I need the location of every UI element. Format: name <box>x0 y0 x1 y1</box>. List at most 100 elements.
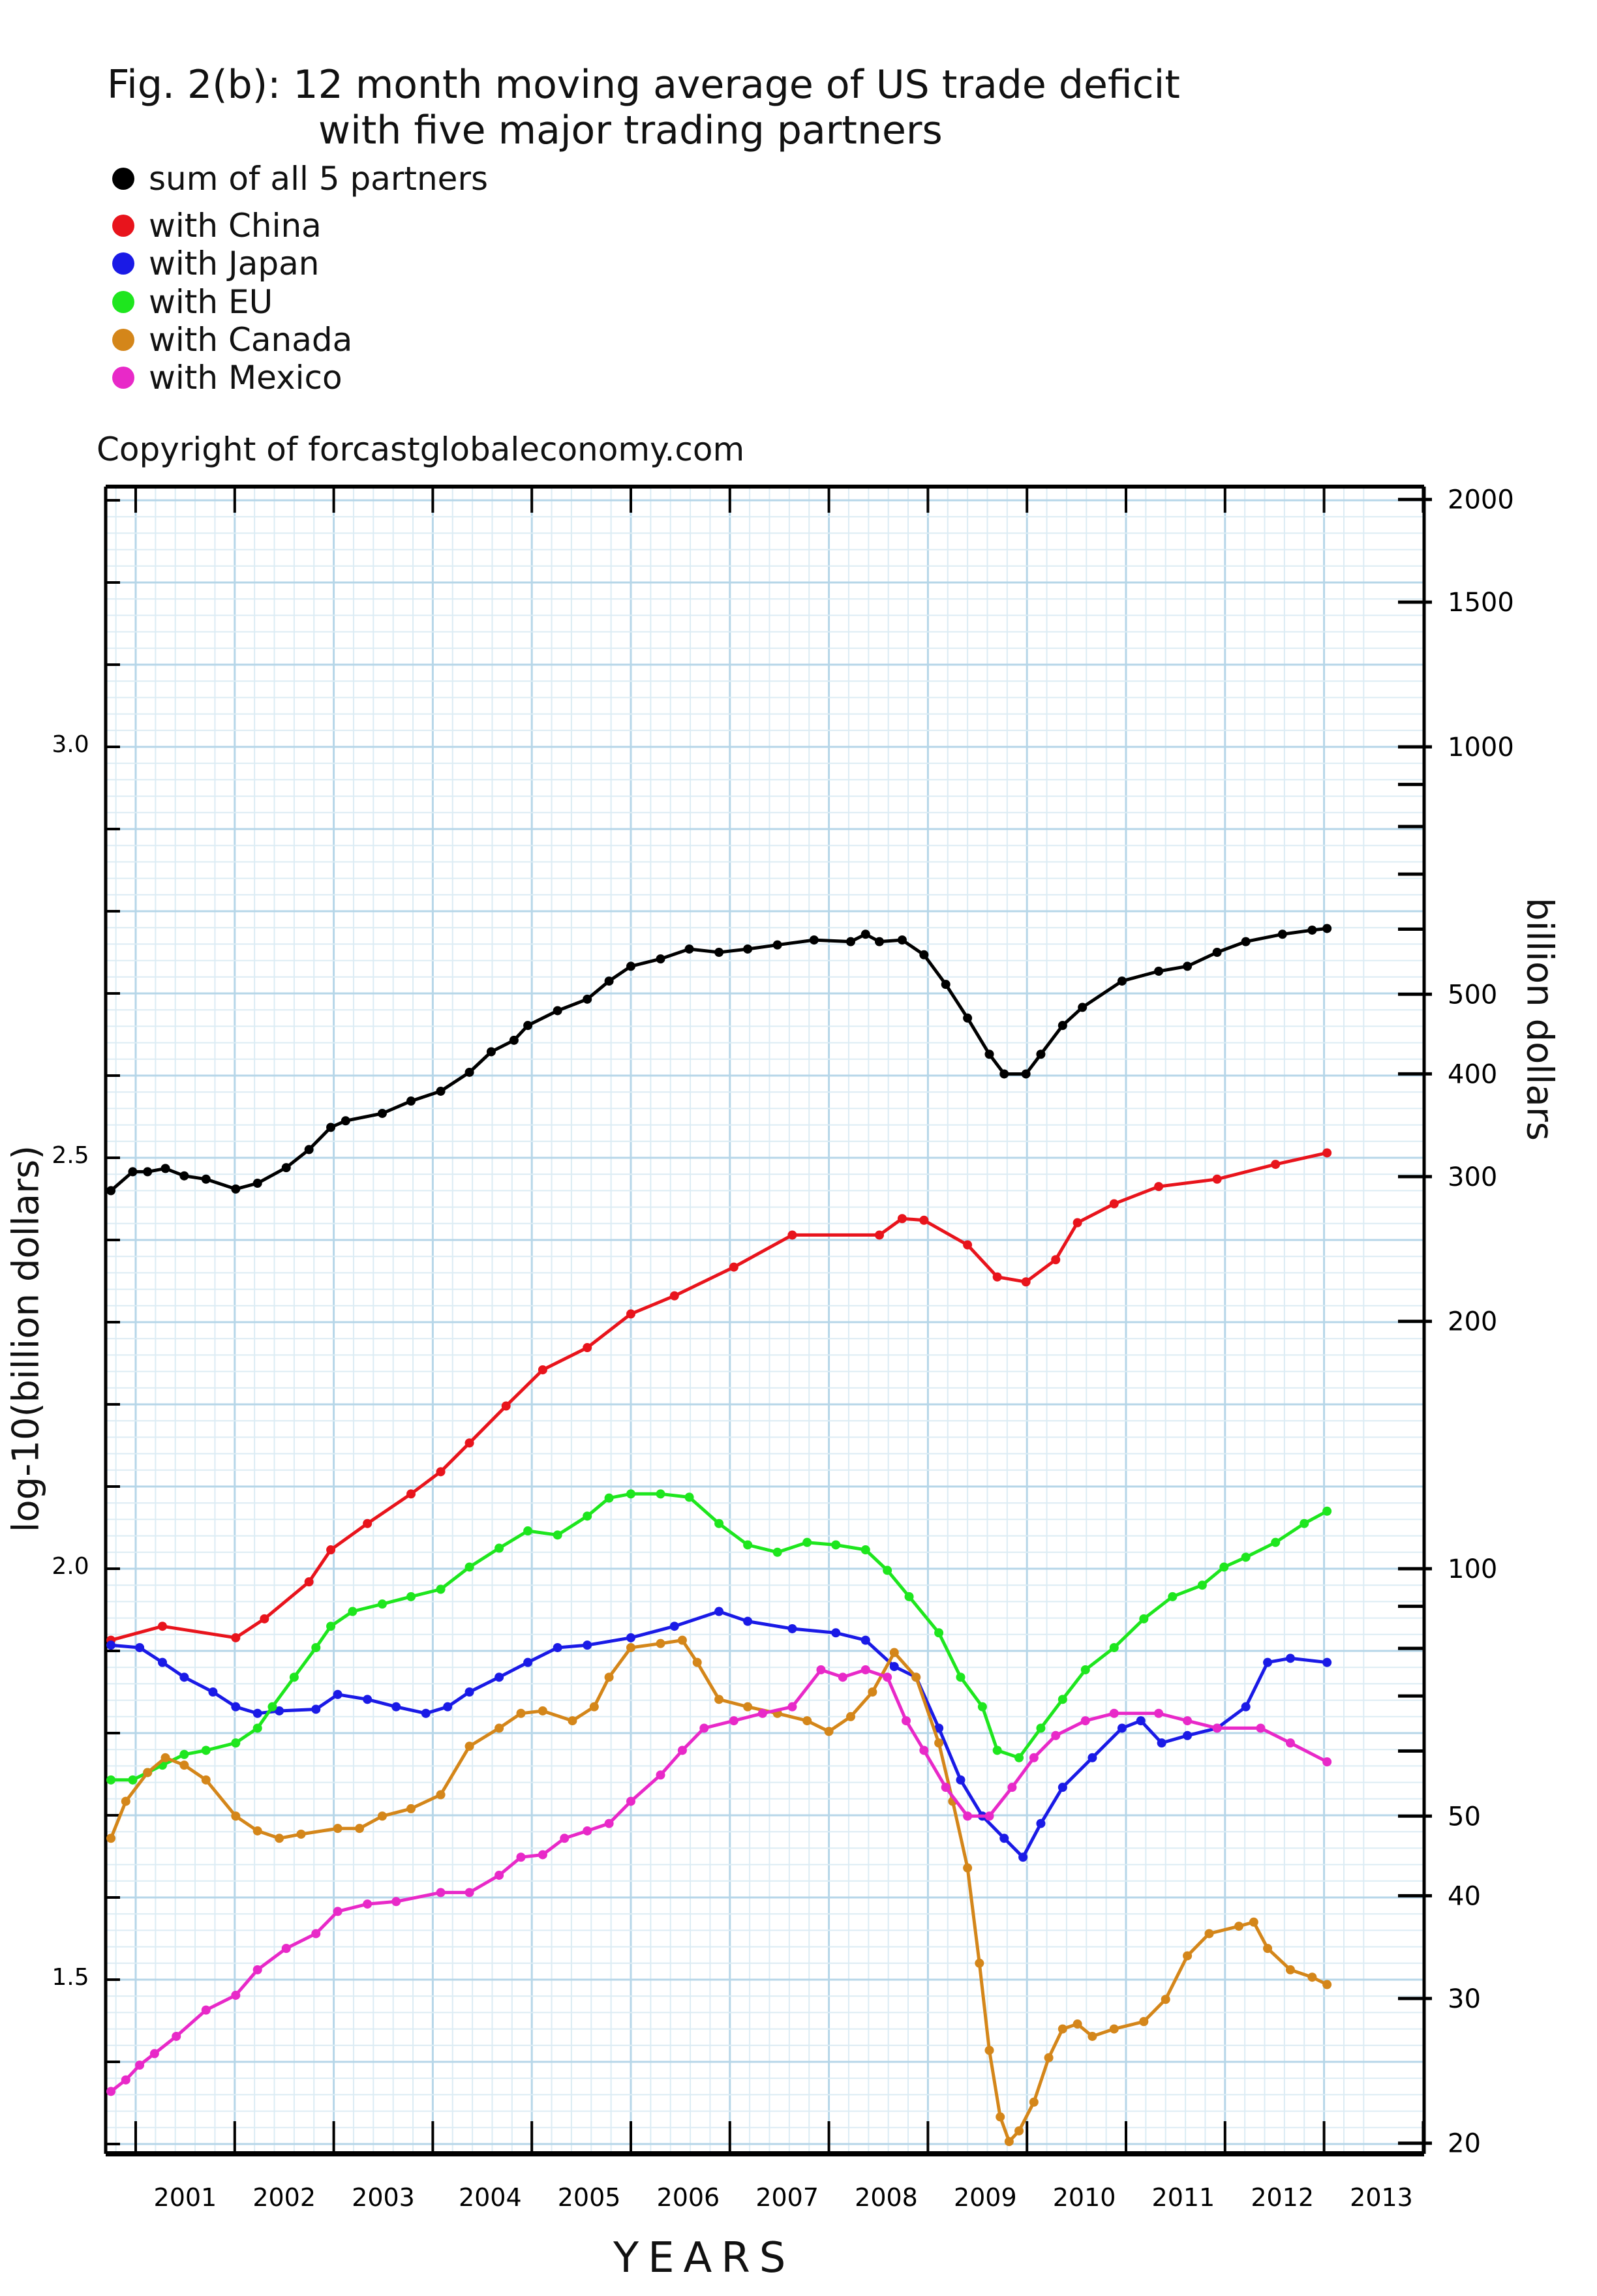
data-point <box>538 1850 547 1860</box>
data-point <box>143 1768 153 1777</box>
data-point <box>1204 1929 1214 1939</box>
data-point <box>714 1607 724 1616</box>
data-point <box>135 2061 145 2070</box>
data-point <box>1285 1965 1295 1974</box>
data-point <box>157 1657 167 1667</box>
data-point <box>523 1657 533 1667</box>
y-right-tick-label: 100 <box>1448 1554 1497 1584</box>
data-point <box>787 1702 797 1712</box>
data-point <box>984 2046 994 2055</box>
y-right-tick-label: 200 <box>1448 1307 1497 1337</box>
data-point <box>1212 1723 1222 1733</box>
data-point <box>772 1547 782 1557</box>
data-point <box>208 1687 218 1697</box>
data-point <box>326 1622 336 1631</box>
data-point <box>1021 1069 1031 1079</box>
data-point <box>391 1897 401 1907</box>
data-point <box>267 1702 277 1712</box>
data-point <box>583 1640 592 1650</box>
series-line <box>111 1492 1328 1782</box>
data-point <box>1157 1738 1166 1748</box>
data-point <box>494 1723 504 1733</box>
data-point <box>626 1309 635 1319</box>
y-left-tick-label: 2.0 <box>52 1553 89 1580</box>
y-axis-left-label: log-10(billion dollars) <box>5 1145 48 1533</box>
grid <box>106 487 1424 2154</box>
legend-item: with Japan <box>112 245 319 282</box>
data-point <box>464 1888 474 1897</box>
data-point <box>919 1215 929 1225</box>
legend-item: with Mexico <box>112 359 342 396</box>
series-with-canada <box>106 1635 1332 2147</box>
data-point <box>363 1695 373 1704</box>
data-point <box>1139 1614 1149 1624</box>
data-point <box>911 1672 921 1682</box>
data-point <box>106 1186 116 1196</box>
data-point <box>656 1489 665 1499</box>
data-point <box>1183 1716 1193 1726</box>
x-tick-label: 2005 <box>558 2183 621 2212</box>
data-point <box>1322 1757 1332 1767</box>
data-point <box>436 1790 446 1800</box>
data-point <box>289 1672 299 1682</box>
data-point <box>231 1738 241 1748</box>
data-point <box>845 1712 855 1721</box>
data-point <box>1014 2126 1024 2136</box>
data-point <box>1263 1657 1273 1667</box>
data-point <box>1018 1852 1028 1862</box>
data-point <box>494 1672 504 1682</box>
data-point <box>1109 1199 1119 1209</box>
data-point <box>1080 1665 1090 1674</box>
data-point <box>902 1716 911 1726</box>
data-point <box>1117 1723 1127 1733</box>
data-point <box>1161 1995 1170 2004</box>
data-point <box>626 1633 635 1642</box>
x-tick-label: 2011 <box>1152 2183 1215 2212</box>
data-point <box>875 1230 885 1240</box>
data-point <box>501 1401 511 1411</box>
data-point <box>160 1753 170 1762</box>
y-right-tick-label: 1500 <box>1448 588 1514 618</box>
data-point <box>626 1796 635 1806</box>
legend-marker-icon <box>112 252 134 275</box>
data-point <box>699 1723 709 1733</box>
data-point <box>1241 937 1251 946</box>
data-point <box>1007 1783 1017 1792</box>
data-point <box>583 1343 592 1353</box>
data-point <box>604 1819 614 1828</box>
data-point <box>860 929 870 939</box>
data-point <box>860 1545 870 1555</box>
data-point <box>106 1640 116 1650</box>
x-tick-label: 2003 <box>352 2183 415 2212</box>
data-point <box>121 2075 130 2085</box>
data-point <box>1029 2097 1039 2107</box>
data-point <box>1241 1702 1251 1712</box>
data-point <box>1256 1723 1266 1733</box>
data-point <box>201 1775 211 1785</box>
data-point <box>443 1702 453 1712</box>
data-point <box>121 1796 130 1806</box>
y-axis-right-label: billion dollars <box>1518 898 1561 1141</box>
data-point <box>275 1706 284 1715</box>
data-point <box>934 1628 944 1638</box>
data-point <box>875 937 885 946</box>
data-point <box>589 1702 599 1712</box>
data-point <box>568 1716 577 1726</box>
data-point <box>1154 966 1164 976</box>
data-point <box>984 1050 994 1059</box>
data-point <box>516 1708 526 1718</box>
data-point <box>464 1562 474 1572</box>
data-point <box>977 1702 987 1712</box>
data-point <box>802 1537 812 1547</box>
series-with-japan <box>106 1607 1332 1862</box>
y-right-tick-label: 20 <box>1448 2129 1481 2159</box>
data-point <box>538 1365 547 1375</box>
data-point <box>231 1184 241 1194</box>
data-point <box>494 1870 504 1880</box>
data-point <box>333 1824 342 1834</box>
data-point <box>996 2112 1005 2122</box>
data-point <box>583 1826 592 1835</box>
data-point <box>341 1116 350 1126</box>
legend-marker-icon <box>112 329 134 351</box>
